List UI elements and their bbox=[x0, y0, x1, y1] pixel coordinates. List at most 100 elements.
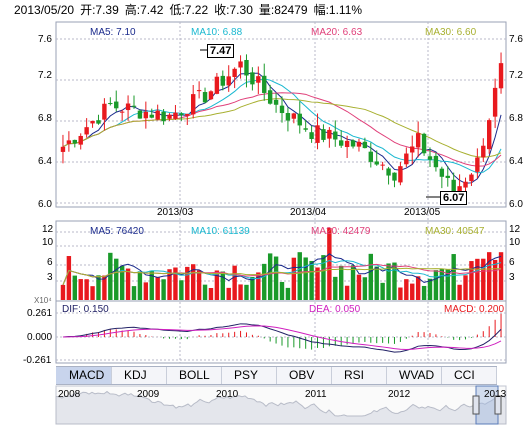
tab-boll[interactable]: BOLL bbox=[167, 367, 222, 384]
tab-psy[interactable]: PSY bbox=[222, 367, 277, 384]
volume-bar bbox=[350, 265, 356, 300]
volume-y-tick-left: 12 bbox=[42, 224, 54, 235]
candle-body bbox=[119, 111, 125, 113]
candle-body bbox=[114, 101, 119, 109]
volume-bar bbox=[463, 275, 468, 300]
volume-bar bbox=[451, 254, 456, 300]
volume-y-tick-right: 12 bbox=[509, 224, 521, 235]
volume-bar bbox=[398, 287, 403, 300]
volume-bar bbox=[131, 286, 137, 300]
candle-body bbox=[487, 120, 492, 150]
volume-ma30-label: MA30: 40547 bbox=[425, 226, 485, 237]
candle-body bbox=[344, 140, 350, 148]
volume-bar bbox=[404, 279, 409, 300]
volume-bar bbox=[315, 267, 320, 300]
volume-bar bbox=[119, 265, 125, 300]
volume-bar bbox=[214, 270, 220, 300]
tab-macd[interactable]: MACD bbox=[56, 367, 112, 384]
indicator-tabs[interactable]: MACD KDJ BOLL PSY OBV RSI WVAD CCI bbox=[56, 366, 497, 385]
quote-open: 开:7.39 bbox=[80, 3, 119, 17]
volume-bar bbox=[78, 279, 83, 300]
volume-ma5-label: MA5: 76420 bbox=[90, 226, 144, 237]
volume-bar bbox=[433, 270, 439, 300]
volume-bar bbox=[356, 274, 362, 300]
candle-body bbox=[250, 72, 255, 85]
tab-cci[interactable]: CCI bbox=[442, 367, 497, 384]
overview-year: 2010 bbox=[216, 389, 239, 400]
quote-low: 低:7.22 bbox=[169, 3, 209, 17]
candle-body bbox=[439, 168, 445, 177]
macd-lines bbox=[62, 323, 502, 353]
candle-body bbox=[291, 113, 297, 119]
volume-bar bbox=[344, 285, 350, 300]
volume-bar bbox=[244, 284, 249, 300]
volume-bar bbox=[267, 253, 273, 300]
price-ma10-label: MA10: 6.88 bbox=[191, 27, 243, 38]
volume-ma-lines bbox=[62, 253, 502, 286]
volume-bar bbox=[191, 264, 196, 300]
overview-navigator[interactable] bbox=[55, 385, 507, 425]
candle-body bbox=[380, 164, 385, 166]
tab-rsi[interactable]: RSI bbox=[332, 367, 387, 384]
dif-label: DIF: 0.150 bbox=[62, 304, 109, 315]
price-panel-frame bbox=[55, 21, 507, 208]
quote-high: 高:7.42 bbox=[124, 3, 164, 17]
candle-body bbox=[143, 111, 149, 119]
volume-bar bbox=[66, 256, 72, 300]
volume-bar bbox=[102, 275, 107, 300]
volume-bar bbox=[386, 263, 391, 300]
candle-body bbox=[102, 103, 107, 120]
volume-y-tick-right: 6 bbox=[509, 257, 515, 268]
volume-y-tick-left: 3 bbox=[47, 272, 53, 283]
price-ma20-label: MA20: 6.63 bbox=[311, 27, 363, 38]
overview-year: 2008 bbox=[58, 389, 81, 400]
volume-bar bbox=[72, 275, 77, 300]
volume-bar bbox=[445, 268, 450, 300]
volume-bar bbox=[421, 285, 427, 300]
volume-bar bbox=[303, 257, 308, 300]
candle-body bbox=[262, 75, 267, 93]
volume-bar bbox=[149, 270, 154, 300]
price-y-tick-right: 6.0 bbox=[509, 199, 523, 210]
candle-body bbox=[66, 140, 72, 144]
volume-bar bbox=[185, 266, 190, 300]
volume-bar bbox=[297, 252, 302, 300]
candle-body bbox=[285, 113, 291, 121]
date-tick: 2013/05 bbox=[404, 207, 441, 218]
volume-bar bbox=[196, 270, 202, 300]
candle-body bbox=[427, 156, 433, 160]
candle-body bbox=[309, 132, 314, 140]
candle-body bbox=[108, 103, 113, 105]
candle-body bbox=[202, 92, 208, 103]
tab-obv[interactable]: OBV bbox=[277, 367, 332, 384]
macd-y-tick-left: -0.261 bbox=[23, 355, 52, 366]
volume-bar bbox=[96, 275, 101, 300]
candle-body bbox=[333, 131, 338, 140]
tab-wvad[interactable]: WVAD bbox=[387, 367, 442, 384]
candle-body bbox=[327, 129, 332, 139]
macd-histogram bbox=[68, 313, 502, 350]
tab-kdj[interactable]: KDJ bbox=[112, 367, 167, 384]
price-ma30-label: MA30: 6.60 bbox=[425, 27, 477, 38]
overview-left-handle[interactable] bbox=[472, 395, 480, 415]
candle-body bbox=[131, 105, 137, 107]
candle-body bbox=[72, 139, 77, 144]
overview-year: 2009 bbox=[137, 389, 160, 400]
candle-body bbox=[492, 87, 498, 117]
volume-y-tick-left: 6 bbox=[47, 257, 53, 268]
candle-body bbox=[60, 146, 66, 152]
volume-bar bbox=[161, 279, 166, 300]
candle-body bbox=[149, 114, 154, 118]
candle-body bbox=[256, 76, 261, 83]
price-y-tick-right: 6.8 bbox=[509, 113, 523, 124]
candle-body bbox=[267, 90, 273, 104]
candle-body bbox=[415, 133, 421, 148]
quote-close: 收:7.30 bbox=[214, 3, 253, 17]
volume-bar bbox=[368, 253, 373, 300]
overview-right-handle[interactable] bbox=[494, 395, 502, 415]
volume-bar bbox=[143, 282, 149, 300]
candle-body bbox=[84, 127, 89, 135]
volume-bar bbox=[427, 278, 433, 300]
macd-y-tick-left: 0.261 bbox=[27, 308, 53, 319]
